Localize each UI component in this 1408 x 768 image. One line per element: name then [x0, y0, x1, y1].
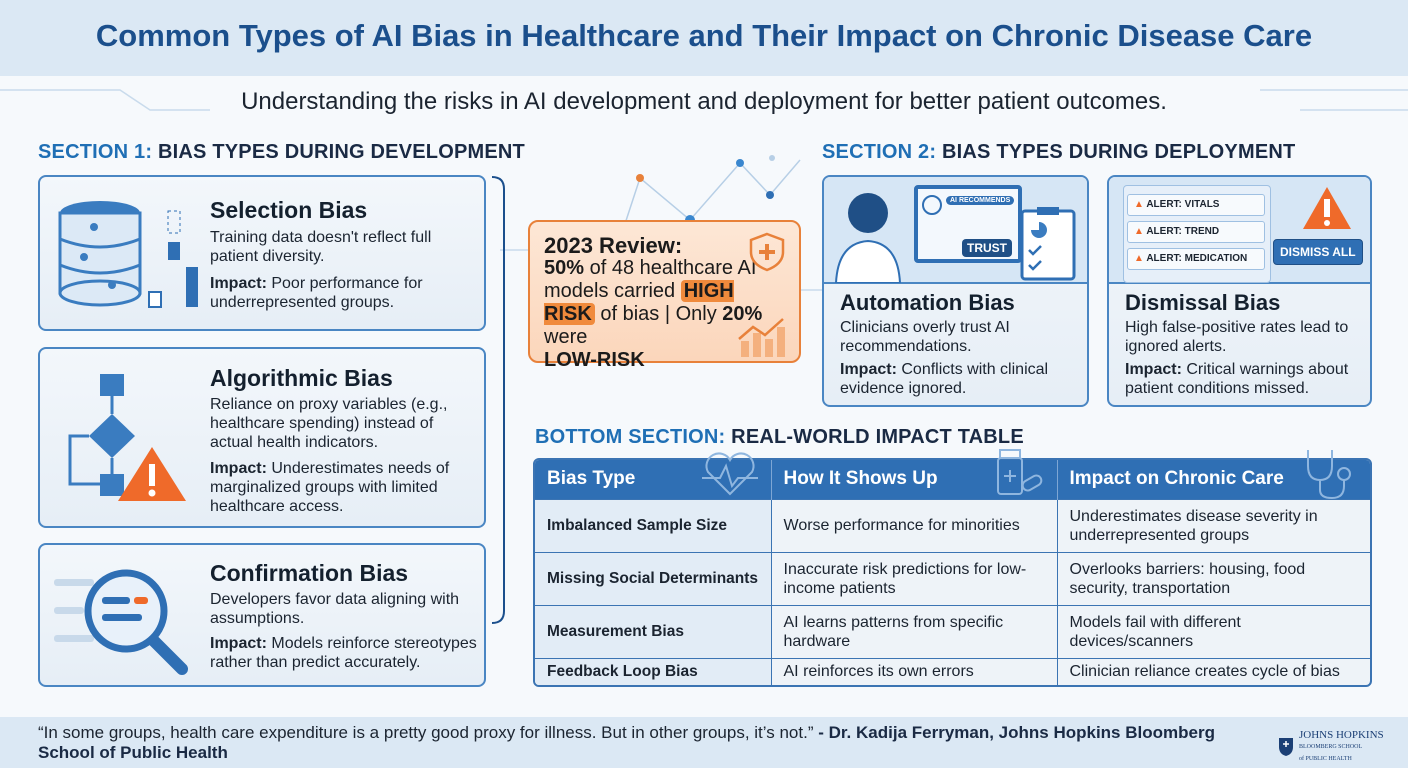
card-impact: Impact: Models reinforce stereotypes rat…: [210, 635, 477, 671]
card-confirmation-bias: Confirmation Bias Developers favor data …: [38, 543, 486, 687]
database-chart-icon: [58, 201, 198, 308]
table-cell: Missing Social Determinants: [535, 551, 772, 606]
table-cell: Models fail with different devices/scann…: [1057, 604, 1370, 659]
clinician-icon: [834, 193, 902, 283]
card-description: High false-positive rates lead to ignore…: [1125, 319, 1349, 355]
dismissal-illustration: ▲ ALERT: VITALS ▲ ALERT: TREND ▲ ALERT: …: [1109, 177, 1370, 284]
screen-label: AI RECOMMENDS: [946, 196, 1015, 205]
flowchart-warning-icon: [68, 374, 186, 501]
table-row: Imbalanced Sample Size Worse performance …: [535, 498, 1370, 553]
column-header: How It Shows Up: [771, 460, 1058, 499]
card-title: Algorithmic Bias: [210, 365, 393, 391]
table-row: Feedback Loop Bias AI reinforces its own …: [535, 657, 1370, 685]
card-dismissal-bias: ▲ ALERT: VITALS ▲ ALERT: TREND ▲ ALERT: …: [1107, 175, 1372, 407]
table-row: Missing Social Determinants Inaccurate ri…: [535, 551, 1370, 606]
table-header: Bias Type How It Shows Up Impact on Chro…: [535, 460, 1370, 499]
section1-bracket: [491, 176, 505, 624]
warning-icon: ▲: [1134, 226, 1144, 237]
section1-heading: SECTION 1: BIAS TYPES DURING DEVELOPMENT: [38, 141, 525, 163]
table-cell: AI learns patterns from specific hardwar…: [771, 604, 1058, 659]
callout-text: 50% of 48 healthcare AI models carried H…: [544, 257, 763, 371]
trust-badge: TRUST: [962, 239, 1012, 257]
bottom-heading: BOTTOM SECTION: REAL-WORLD IMPACT TABLE: [535, 426, 1024, 448]
table-cell: Feedback Loop Bias: [535, 657, 772, 685]
card-algorithmic-bias: Algorithmic Bias Reliance on proxy varia…: [38, 347, 486, 528]
card-description: Clinicians overly trust AI recommendatio…: [840, 319, 1010, 355]
card-description: Training data doesn't reflect full patie…: [210, 229, 432, 265]
shield-cross-icon: [749, 232, 785, 272]
table-cell: Imbalanced Sample Size: [535, 498, 772, 553]
alert-list: ▲ ALERT: VITALS ▲ ALERT: TREND ▲ ALERT: …: [1127, 194, 1265, 270]
alert-item: ▲ ALERT: MEDICATION: [1127, 248, 1265, 270]
medicine-icon: [997, 449, 1043, 495]
card-description: Developers favor data aligning with assu…: [210, 591, 460, 627]
alert-item: ▲ ALERT: VITALS: [1127, 194, 1265, 216]
page-subtitle: Understanding the risks in AI developmen…: [241, 88, 1167, 115]
clipboard-icon: [1020, 207, 1076, 281]
card-automation-bias: AI RECOMMENDS TRUST Automation Bias Clin…: [822, 175, 1089, 407]
impact-table: Bias Type How It Shows Up Impact on Chro…: [533, 458, 1372, 687]
title-banner: [0, 0, 1408, 76]
card-title: Dismissal Bias: [1125, 290, 1281, 315]
card-impact: Impact: Underestimates needs of marginal…: [210, 460, 450, 515]
table-row: Measurement Bias AI learns patterns from …: [535, 604, 1370, 659]
magnifier-icon: [54, 569, 188, 675]
quote: “In some groups, health care expenditure…: [38, 723, 1215, 762]
section2-heading: SECTION 2: BIAS TYPES DURING DEPLOYMENT: [822, 141, 1296, 163]
table-cell: Clinician reliance creates cycle of bias: [1057, 657, 1370, 685]
johns-hopkins-logo: JOHNS HOPKINS BLOOMBERG SCHOOL of PUBLIC H…: [1278, 730, 1384, 764]
page-title: Common Types of AI Bias in Healthcare an…: [95, 18, 1313, 53]
warning-icon: ▲: [1134, 199, 1144, 210]
card-title: Confirmation Bias: [210, 560, 409, 586]
table-cell: AI reinforces its own errors: [771, 657, 1058, 685]
card-impact: Impact: Poor performance for underrepres…: [210, 275, 423, 311]
card-title: Automation Bias: [840, 290, 1015, 315]
heartbeat-icon: [702, 452, 758, 496]
card-impact: Impact: Conflicts with clinical evidence…: [840, 361, 1049, 397]
rising-chart-icon: [738, 318, 785, 357]
warning-icon-large: [1303, 187, 1351, 229]
table-cell: Inaccurate risk predictions for low-inco…: [771, 551, 1058, 606]
table-cell: Measurement Bias: [535, 604, 772, 659]
automation-illustration: AI RECOMMENDS TRUST: [824, 177, 1087, 284]
review-callout: 2023 Review: 50% of 48 healthcare AI mod…: [528, 220, 801, 371]
callout-heading: 2023 Review:: [544, 233, 683, 258]
card-description: Reliance on proxy variables (e.g., healt…: [210, 396, 448, 451]
shield-logo-icon: [1279, 738, 1293, 756]
card-selection-bias: Selection Bias Training data doesn't ref…: [38, 175, 486, 331]
table-cell: Overlooks barriers: housing, food securi…: [1057, 551, 1370, 606]
warning-icon: ▲: [1134, 253, 1144, 264]
stethoscope-icon: [1307, 450, 1351, 500]
table-cell: Worse performance for minorities: [771, 498, 1058, 553]
table-cell: Underestimates disease severity in under…: [1057, 498, 1370, 553]
footer-band: [0, 717, 1408, 768]
alert-item: ▲ ALERT: TREND: [1127, 221, 1265, 243]
dismiss-all-button[interactable]: DISMISS ALL: [1273, 239, 1363, 265]
card-impact: Impact: Critical warnings about patient …: [1125, 361, 1349, 397]
card-title: Selection Bias: [210, 197, 368, 223]
